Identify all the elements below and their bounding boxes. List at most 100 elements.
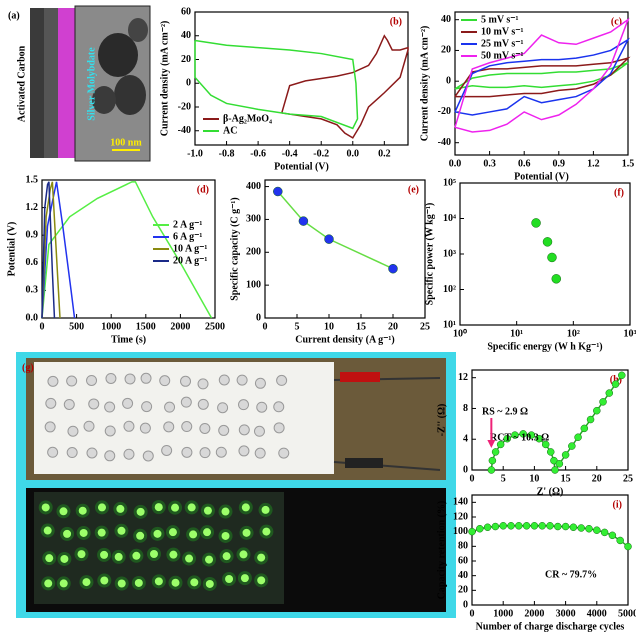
led-on [221, 507, 230, 516]
x-tick-label: 5 [501, 473, 506, 484]
x-tick-label: 10 [529, 473, 539, 484]
led-off [83, 420, 95, 432]
x-tick-label: 1.2 [587, 158, 600, 169]
y-tick-label: -20 [178, 101, 191, 112]
y-tick-label: 20 [458, 585, 468, 596]
x-axis-label: Current density (A g⁻¹) [295, 334, 394, 345]
point [551, 466, 559, 474]
point [531, 218, 541, 228]
y-tick-label: -20 [438, 106, 451, 117]
led-off [104, 450, 116, 462]
led-on [187, 503, 196, 512]
x-tick-label: 3000 [556, 608, 576, 619]
y-tick-label: 12 [458, 372, 468, 383]
point [530, 522, 539, 530]
led-on [136, 507, 145, 516]
series-line [454, 62, 629, 90]
x-tick-label: 1500 [136, 321, 156, 332]
led-on [114, 552, 123, 561]
led-on [149, 550, 158, 559]
x-tick-label: 5000 [618, 608, 636, 619]
y-tick-label: 0.3 [26, 285, 39, 296]
led-off [141, 401, 153, 413]
x-tick-label: 1000 [101, 321, 121, 332]
led-off [197, 378, 209, 390]
panel-a: (a) Activated Carbon Silver Molybdate 10… [8, 5, 151, 162]
y-tick-label: 20 [441, 45, 451, 56]
led-off [276, 374, 288, 386]
series-line [41, 181, 213, 319]
led-on [132, 551, 141, 560]
led-on [97, 528, 106, 537]
particle [128, 18, 148, 42]
led-on [154, 577, 163, 586]
led-off [104, 401, 116, 413]
x-tick-label: 10² [567, 328, 580, 339]
x-axis-label: Number of charge discharge cycles [476, 621, 625, 632]
y-tick-label: 0.6 [26, 257, 39, 268]
led-on [257, 553, 266, 562]
y-tick-label: 40 [441, 14, 451, 25]
point [593, 406, 601, 415]
led-off [47, 375, 59, 387]
series-line [194, 39, 359, 130]
y-tick-label: 40 [181, 30, 191, 41]
y-tick-label: 0 [446, 75, 451, 86]
x-tick-label: 0 [470, 608, 475, 619]
panel-label: (e) [408, 184, 419, 195]
legend-label: 10 mV s⁻¹ [481, 26, 524, 37]
x-tick-label: -1.0 [187, 148, 203, 159]
led-on [77, 550, 86, 559]
point [574, 433, 582, 441]
led-off [104, 425, 116, 437]
led-off [161, 444, 173, 456]
y-axis-label: Capacity retention (%) [436, 501, 447, 600]
led-on [100, 576, 109, 585]
panel-label: (i) [613, 499, 622, 510]
led-off [197, 398, 209, 410]
led-off [273, 422, 285, 434]
y-tick-label: 400 [246, 181, 261, 192]
series-line [41, 181, 61, 319]
point [546, 448, 555, 456]
led-on [79, 528, 88, 537]
point [618, 371, 626, 380]
y-axis-label: Current density (mA cm⁻²) [159, 21, 170, 137]
particle [98, 33, 138, 77]
x-tick-label: 25 [623, 473, 633, 484]
y-tick-label: 1.2 [26, 202, 39, 213]
point [580, 424, 589, 433]
led-off [254, 377, 266, 389]
point [324, 234, 334, 244]
point [511, 431, 519, 439]
x-tick-label: 0.0 [449, 158, 462, 169]
series-line [454, 56, 631, 98]
y-tick-label: 120 [453, 511, 468, 522]
annotation: RS ~ 2.9 Ω [482, 406, 528, 417]
point [527, 431, 536, 439]
point [561, 522, 570, 531]
y-tick-label: 200 [246, 247, 261, 258]
point [551, 274, 562, 284]
point [388, 263, 398, 274]
led-off [123, 420, 135, 432]
point [569, 523, 578, 532]
x-tick-label: 20 [592, 473, 602, 484]
led-on [171, 503, 180, 512]
led-off [105, 372, 117, 384]
y-tick-label: 0 [186, 78, 191, 89]
point [599, 398, 607, 406]
x-tick-label: 2000 [170, 321, 190, 332]
point [487, 466, 496, 474]
x-tick-label: 10 [324, 321, 334, 332]
x-tick-label: 20 [388, 321, 398, 332]
point [507, 522, 515, 530]
y-tick-label: 10¹ [443, 319, 456, 330]
led-off [159, 375, 171, 387]
led-on [262, 527, 271, 536]
led-on [59, 579, 68, 588]
led-off [180, 375, 192, 387]
series-line [454, 37, 630, 116]
led-off [44, 421, 56, 433]
x-tick-label: 15 [356, 321, 366, 332]
